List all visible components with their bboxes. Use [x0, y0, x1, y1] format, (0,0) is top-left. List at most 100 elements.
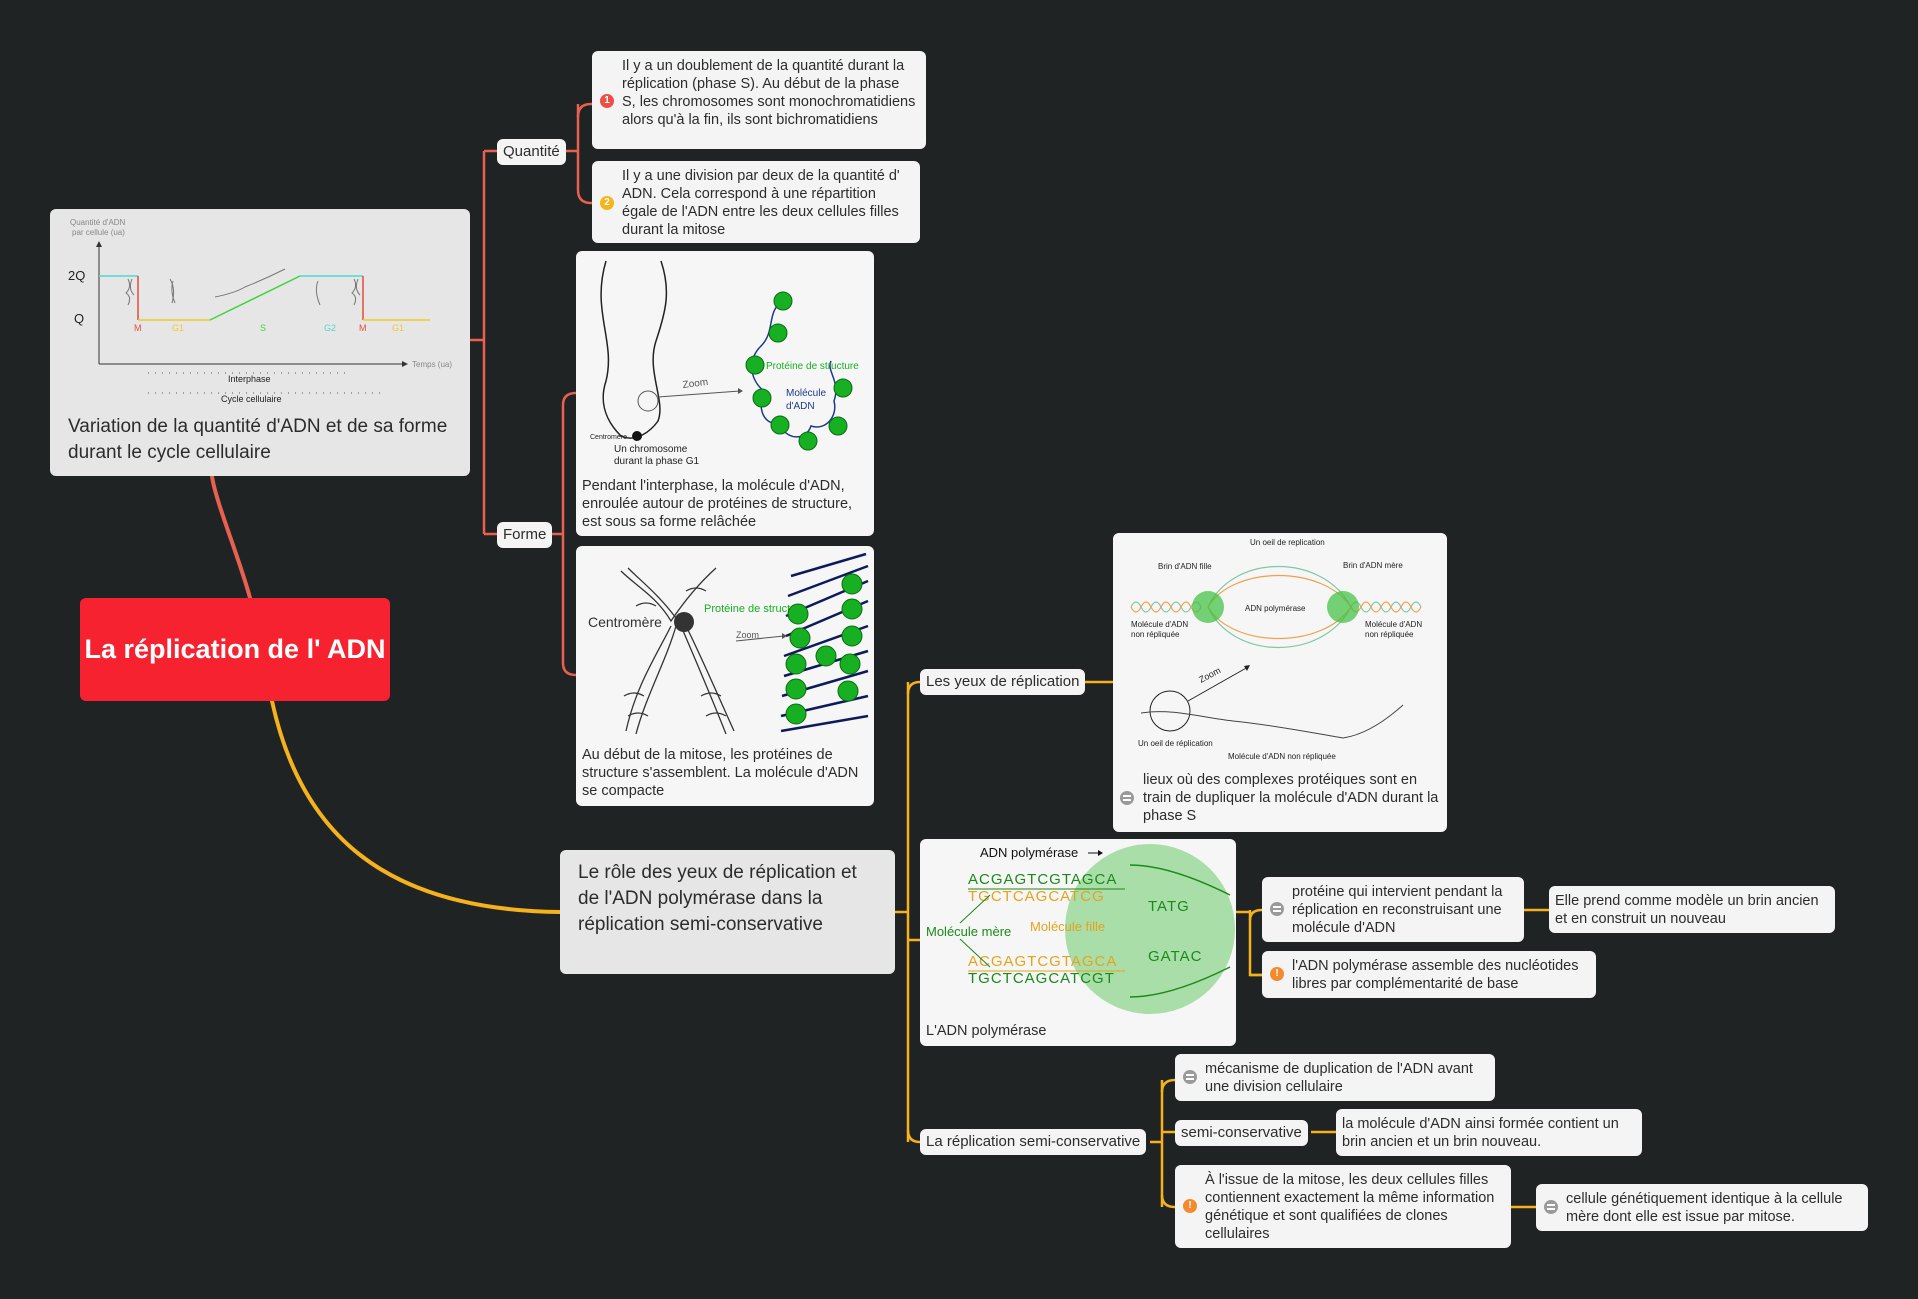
- polymerase-item-1-sub-text: Elle prend comme modèle un brin ancien e…: [1555, 893, 1819, 927]
- svg-text:Molécule d'ADN: Molécule d'ADN: [1365, 620, 1422, 629]
- quantite-node[interactable]: Quantité: [497, 139, 566, 165]
- forme-label: Forme: [503, 526, 547, 543]
- svg-text:Molécule: Molécule: [786, 388, 826, 399]
- semi-item-3-text: À l'issue de la mitose, les deux cellule…: [1205, 1172, 1495, 1242]
- quantite-item-2-text: Il y a une division par deux de la quant…: [622, 168, 900, 238]
- forme-card-2-caption: Au début de la mitose, les protéines de …: [582, 747, 859, 799]
- variation-caption: Variation de la quantité d'ADN et de sa …: [68, 416, 448, 463]
- role-title: Le rôle des yeux de réplication et de l'…: [578, 862, 857, 935]
- svg-text:TGCTCAGCATCGT: TGCTCAGCATCGT: [968, 970, 1115, 987]
- dna-quantity-graph: Quantité d'ADN par cellule (ua) Temps (u…: [68, 218, 452, 404]
- yeux-card-text: lieux où des complexes protéiques sont e…: [1143, 772, 1439, 824]
- forme-card-2[interactable]: Centromère Protéine de structure Zoom Au…: [576, 546, 874, 806]
- yeux-node[interactable]: Les yeux de réplication: [920, 669, 1086, 695]
- svg-text:par cellule (ua): par cellule (ua): [72, 228, 125, 237]
- polymerase-card[interactable]: ADN polymérase ACGAGTCGTAGCA TGCTCAGCATC…: [920, 839, 1236, 1046]
- semi-item-2[interactable]: semi-conservative: [1175, 1120, 1308, 1146]
- svg-text:M: M: [359, 323, 367, 333]
- warning-icon: !: [1270, 967, 1284, 981]
- svg-text:Zoom: Zoom: [682, 377, 709, 391]
- svg-text:Cycle cellulaire: Cycle cellulaire: [221, 394, 282, 404]
- quantite-item-2[interactable]: 2 Il y a une division par deux de la qua…: [592, 161, 920, 243]
- svg-text:2Q: 2Q: [68, 268, 85, 283]
- svg-text:Temps (ua): Temps (ua): [412, 360, 452, 369]
- forme-node[interactable]: Forme: [497, 522, 553, 548]
- svg-text:ADN polymérase: ADN polymérase: [980, 845, 1078, 860]
- semi-item-2-sub[interactable]: la molécule d'ADN ainsi formée contient …: [1336, 1109, 1642, 1156]
- chromosome-mitose-figure: Centromère Protéine de structure Zoom: [588, 552, 869, 735]
- polymerase-item-1-sub[interactable]: Elle prend comme modèle un brin ancien e…: [1549, 886, 1835, 933]
- svg-text:ACGAGTCGTAGCA: ACGAGTCGTAGCA: [968, 953, 1117, 970]
- quantite-label: Quantité: [503, 143, 560, 160]
- svg-text:S: S: [260, 323, 266, 333]
- svg-text:Zoom: Zoom: [1197, 665, 1222, 685]
- yeux-label: Les yeux de réplication: [926, 673, 1080, 690]
- note-icon: [1270, 902, 1284, 916]
- svg-text:TGCTCAGCATCG: TGCTCAGCATCG: [968, 888, 1105, 905]
- quantite-item-1[interactable]: 1 Il y a un doublement de la quantité du…: [592, 51, 926, 149]
- svg-text:Molécule fille: Molécule fille: [1030, 919, 1105, 934]
- semi-item-1[interactable]: mécanisme de duplication de l'ADN avant …: [1175, 1054, 1495, 1101]
- semi-item-3[interactable]: ! À l'issue de la mitose, les deux cellu…: [1175, 1165, 1511, 1248]
- forme-card-1-caption: Pendant l'interphase, la molécule d'ADN,…: [582, 478, 853, 530]
- svg-text:G1: G1: [172, 323, 184, 333]
- root-title: La réplication de l' ADN: [84, 634, 386, 664]
- svg-text:G1: G1: [392, 323, 404, 333]
- semi-label: La réplication semi-conservative: [926, 1133, 1141, 1150]
- semi-item-3-sub[interactable]: cellule génétiquement identique à la cel…: [1536, 1184, 1868, 1231]
- svg-text:Quantité d'ADN: Quantité d'ADN: [70, 218, 126, 227]
- polymerase-item-1[interactable]: protéine qui intervient pendant la répli…: [1262, 877, 1524, 942]
- svg-text:G2: G2: [324, 323, 336, 333]
- svg-text:non répliquée: non répliquée: [1131, 630, 1180, 639]
- chromosome-g1-figure: Centromère Un chromosome durant la phase…: [590, 260, 859, 467]
- svg-text:Interphase: Interphase: [228, 374, 271, 384]
- svg-text:ACGAGTCGTAGCA: ACGAGTCGTAGCA: [968, 871, 1117, 888]
- variation-node[interactable]: Quantité d'ADN par cellule (ua) Temps (u…: [50, 209, 470, 476]
- semi-item-2-label: semi-conservative: [1181, 1124, 1302, 1141]
- svg-text:Centromère: Centromère: [588, 614, 662, 630]
- forme-card-1[interactable]: Centromère Un chromosome durant la phase…: [576, 251, 874, 536]
- svg-text:Protéine de structure: Protéine de structure: [766, 361, 859, 372]
- svg-text:Un oeil de replication: Un oeil de replication: [1250, 538, 1325, 547]
- yeux-card[interactable]: Un oeil de replication Brin d'ADN fille …: [1113, 533, 1447, 832]
- svg-text:d'ADN: d'ADN: [786, 401, 815, 412]
- polymerase-item-2[interactable]: ! l'ADN polymérase assemble des nucléoti…: [1262, 951, 1596, 998]
- svg-text:TATG: TATG: [1148, 898, 1190, 915]
- svg-text:ADN polymérase: ADN polymérase: [1245, 604, 1306, 613]
- priority-1-icon: 1: [600, 94, 614, 108]
- semi-item-1-text: mécanisme de duplication de l'ADN avant …: [1205, 1061, 1473, 1095]
- svg-text:Un chromosome: Un chromosome: [614, 444, 688, 455]
- polymerase-item-2-text: l'ADN polymérase assemble des nucléotide…: [1292, 958, 1579, 992]
- polymerase-caption: L'ADN polymérase: [926, 1023, 1047, 1039]
- note-icon: [1183, 1070, 1197, 1084]
- svg-text:Centromère: Centromère: [590, 434, 627, 441]
- quantite-item-1-text: Il y a un doublement de la quantité dura…: [622, 58, 916, 128]
- replication-eye-figure: Un oeil de replication Brin d'ADN fille …: [1130, 538, 1422, 761]
- dna-polymerase-figure: ADN polymérase ACGAGTCGTAGCA TGCTCAGCATC…: [926, 844, 1235, 1014]
- svg-text:Zoom: Zoom: [736, 630, 759, 640]
- note-icon: [1120, 791, 1134, 805]
- role-node[interactable]: Le rôle des yeux de réplication et de l'…: [560, 850, 895, 974]
- polymerase-item-1-text: protéine qui intervient pendant la répli…: [1292, 884, 1503, 936]
- svg-text:Molécule d'ADN non répliquée: Molécule d'ADN non répliquée: [1228, 752, 1336, 761]
- svg-text:Protéine de structure: Protéine de structure: [704, 603, 806, 615]
- svg-text:durant la phase G1: durant la phase G1: [614, 456, 699, 467]
- svg-text:Q: Q: [74, 311, 84, 326]
- svg-text:Brin d'ADN mère: Brin d'ADN mère: [1343, 561, 1403, 570]
- svg-text:Un oeil de réplication: Un oeil de réplication: [1138, 739, 1213, 748]
- svg-text:Molécule mère: Molécule mère: [926, 924, 1011, 939]
- svg-text:GATAC: GATAC: [1148, 948, 1202, 965]
- svg-text:Molécule d'ADN: Molécule d'ADN: [1131, 620, 1188, 629]
- note-icon: [1544, 1200, 1558, 1214]
- semi-node[interactable]: La réplication semi-conservative: [920, 1129, 1147, 1155]
- svg-text:Brin d'ADN fille: Brin d'ADN fille: [1158, 562, 1212, 571]
- semi-item-3-sub-text: cellule génétiquement identique à la cel…: [1566, 1191, 1843, 1225]
- semi-item-2-sub-text: la molécule d'ADN ainsi formée contient …: [1342, 1116, 1619, 1150]
- warning-icon: !: [1183, 1199, 1197, 1213]
- root-node[interactable]: La réplication de l' ADN: [80, 598, 390, 701]
- priority-2-icon: 2: [600, 196, 614, 210]
- svg-text:M: M: [134, 323, 142, 333]
- svg-text:non répliquée: non répliquée: [1365, 630, 1414, 639]
